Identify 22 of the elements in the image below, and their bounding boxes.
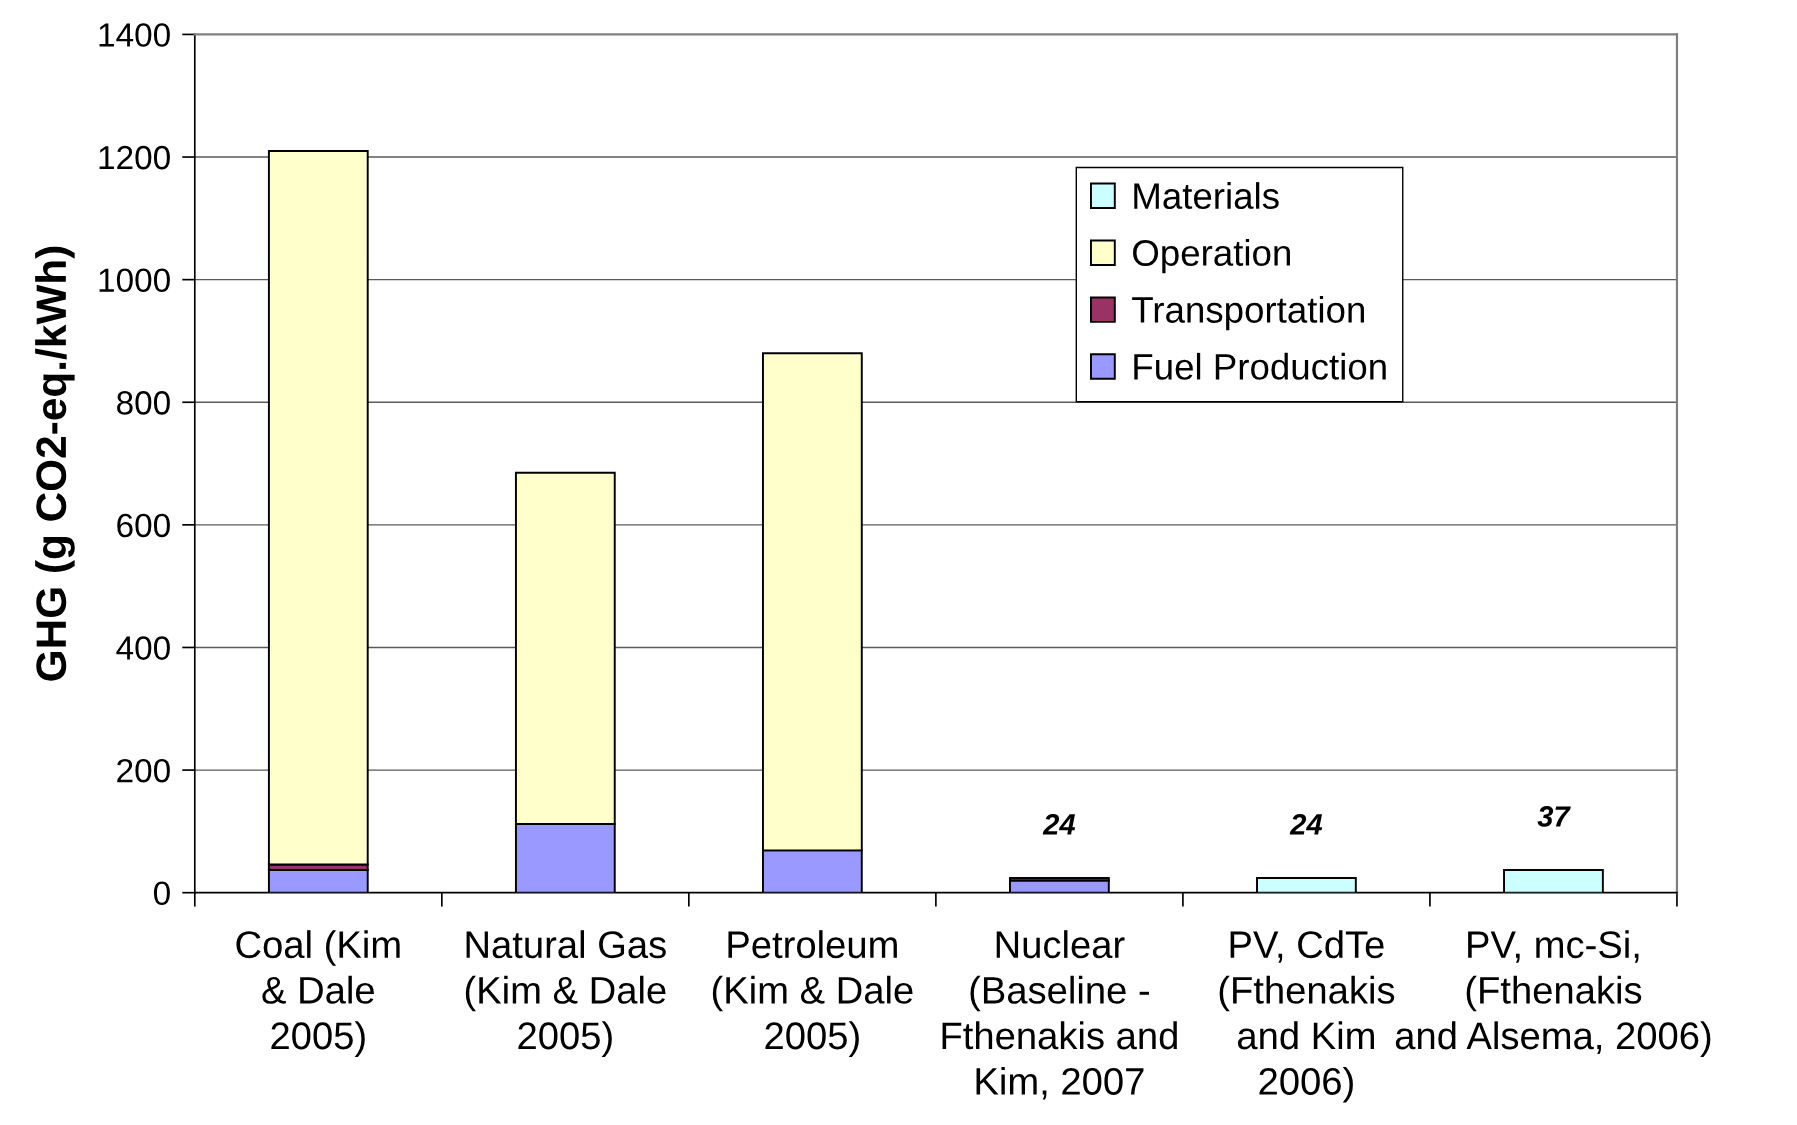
total-label: 37 xyxy=(1537,806,1571,827)
total-label: 24 xyxy=(1289,814,1323,835)
y-tick-label: 1000 xyxy=(99,268,170,293)
x-tick-label: PV, mc-Si, (Fthenakis and Alsema, 2006) xyxy=(1395,930,1711,1057)
total-label: 24 xyxy=(1042,814,1076,835)
x-tick-label: Petroleum (Kim & Dale 2005) xyxy=(712,930,913,1057)
x-tick-label: Natural Gas (Kim & Dale 2005) xyxy=(465,930,666,1057)
y-tick-label: 600 xyxy=(117,513,170,538)
x-tick-label: Coal (Kim & Dale 2005) xyxy=(236,930,400,1057)
y-tick-label: 200 xyxy=(117,758,170,783)
y-tick-label: 1200 xyxy=(99,145,170,170)
y-tick-label: 0 xyxy=(153,881,170,906)
x-tick-label: PV, CdTe (Fthenakis and Kim 2006) xyxy=(1219,930,1395,1103)
legend-label: Operation xyxy=(1133,239,1290,274)
y-tick-label: 400 xyxy=(116,636,170,660)
legend-label: Transportation xyxy=(1132,295,1364,331)
legend-label: Materials xyxy=(1134,182,1279,210)
x-tick-label: Nuclear (Baseline - Fthenakis and Kim, 2007 xyxy=(942,930,1177,1100)
y-tick-label: 800 xyxy=(117,391,170,415)
y-axis-title: GHG (g CO2-eq./kWh) xyxy=(35,246,75,681)
y-tick-label: 1400 xyxy=(99,23,170,47)
legend-label: Fuel Production xyxy=(1134,352,1386,380)
